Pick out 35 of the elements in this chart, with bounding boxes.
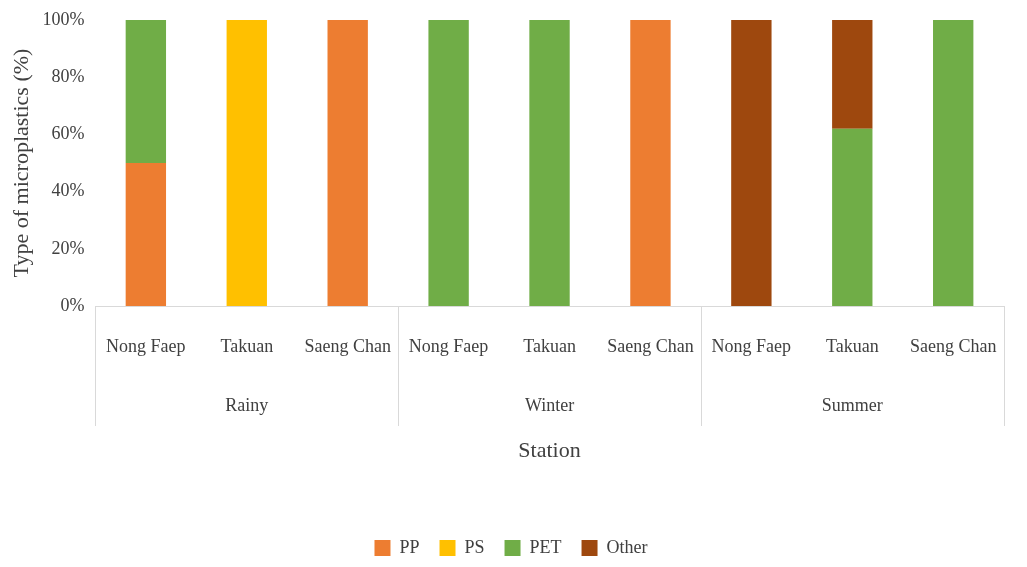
x-tick-label: Nong Faep: [711, 335, 792, 356]
y-axis-title: Type of microplastics (%): [7, 48, 33, 278]
bar: [125, 163, 167, 306]
x-tick-label: Nong Faep: [106, 335, 186, 356]
x-tick-label: Takuan: [523, 335, 576, 356]
y-tick-label: 40%: [51, 180, 85, 201]
bar: [327, 20, 368, 306]
bar: [832, 20, 873, 129]
x-tick-label: Takuan: [220, 335, 274, 356]
bar: [933, 20, 974, 306]
bar: [226, 20, 267, 306]
bar: [731, 20, 772, 306]
bar: [832, 128, 873, 306]
legend-label: Other: [606, 536, 648, 557]
y-tick-label: 80%: [51, 65, 85, 86]
legend-label: PP: [399, 536, 420, 557]
x-tick-label: Saeng Chan: [304, 335, 391, 356]
y-tick-label: 100%: [42, 8, 85, 29]
x-tick-label: Takuan: [825, 335, 879, 356]
text: Rainy: [225, 394, 269, 415]
legend-label: PS: [464, 536, 485, 557]
y-tick-label: 0%: [60, 294, 85, 315]
bar: [125, 20, 167, 163]
bar: [529, 20, 570, 306]
legend-label: PET: [529, 536, 562, 557]
bar: [630, 20, 671, 306]
x-tick-label: Saeng Chan: [909, 335, 997, 356]
x-tick-label: Nong Faep: [408, 335, 489, 356]
text: Winter: [524, 394, 575, 415]
x-axis-title: Station: [518, 436, 581, 462]
y-tick-label: 60%: [51, 123, 85, 144]
x-tick-label: Saeng Chan: [607, 335, 694, 356]
y-tick-label: 20%: [51, 237, 85, 258]
bar: [428, 20, 469, 306]
text: Summer: [821, 394, 883, 415]
